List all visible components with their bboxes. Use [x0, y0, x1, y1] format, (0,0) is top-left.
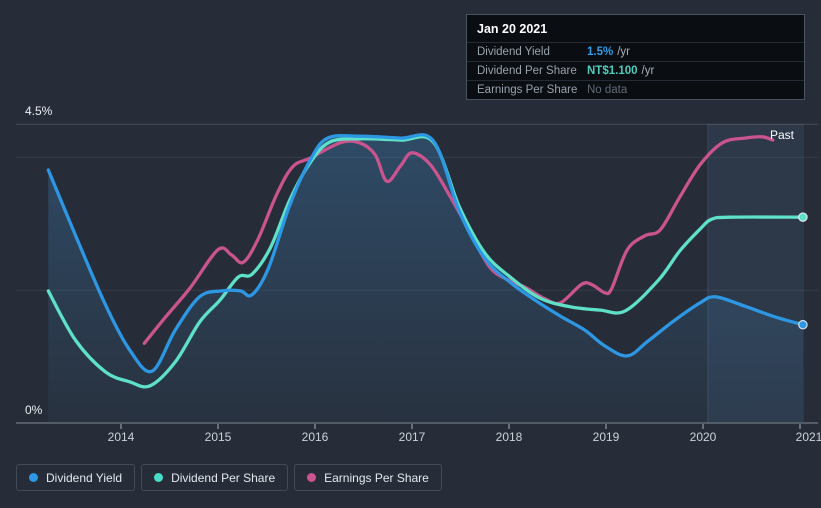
- dividend-per-share-dot-icon: [154, 473, 164, 482]
- yield-area-fill: [48, 134, 803, 424]
- dividend-yield-dot-icon: [29, 473, 38, 482]
- x-tick-label: 2014: [107, 430, 135, 444]
- tooltip-row-label: Dividend Per Share: [477, 65, 577, 77]
- tooltip-row-value: No data: [587, 84, 628, 96]
- legend-item-label: Dividend Yield: [46, 470, 123, 485]
- legend: Dividend Yield Dividend Per Share Earnin…: [16, 464, 442, 491]
- tooltip-row-value: 1.5%: [587, 46, 614, 58]
- legend-item-dividend-yield[interactable]: Dividend Yield: [16, 464, 136, 491]
- tooltip-row-dividend-yield: Dividend Yield 1.5% /yr: [467, 42, 804, 61]
- legend-item-earnings-per-share[interactable]: Earnings Per Share: [294, 464, 442, 491]
- tooltip: Jan 20 2021 Dividend Yield 1.5% /yr Divi…: [466, 14, 805, 100]
- tooltip-date: Jan 20 2021: [477, 22, 548, 36]
- tooltip-row-label: Dividend Yield: [477, 46, 550, 58]
- tooltip-row-earnings-per-share: Earnings Per Share No data: [467, 80, 804, 99]
- legend-item-label: Earnings Per Share: [324, 470, 429, 485]
- series-end-dot-dividend-per-share: [798, 212, 808, 222]
- series-line-dividend-per-share: [46, 135, 805, 389]
- x-tick-label: 2019: [592, 430, 620, 444]
- tooltip-row-unit: /yr: [617, 46, 630, 58]
- y-axis-max-label: 4.5%: [25, 104, 53, 118]
- tooltip-row-dividend-per-share: Dividend Per Share NT$1.100 /yr: [467, 61, 804, 80]
- tooltip-row-value: NT$1.100: [587, 65, 638, 77]
- x-tick-label: 2021: [795, 430, 821, 444]
- x-tick-label: 2016: [301, 430, 329, 444]
- tooltip-row-label: Earnings Per Share: [477, 84, 578, 96]
- x-tick-label: 2018: [495, 430, 523, 444]
- series-line-dividend-yield: [46, 133, 805, 374]
- series-end-dot-dividend-yield: [798, 319, 808, 330]
- past-region-label: Past: [770, 128, 795, 142]
- tooltip-row-unit: /yr: [641, 65, 655, 77]
- y-axis-zero-label: 0%: [25, 403, 43, 417]
- x-tick-label: 2015: [204, 430, 232, 444]
- earnings-per-share-dot-icon: [307, 473, 317, 482]
- x-tick-label: 2017: [398, 430, 426, 444]
- legend-item-dividend-per-share[interactable]: Dividend Per Share: [141, 464, 289, 491]
- x-tick-label: 2020: [689, 430, 717, 444]
- legend-item-label: Dividend Per Share: [171, 470, 276, 485]
